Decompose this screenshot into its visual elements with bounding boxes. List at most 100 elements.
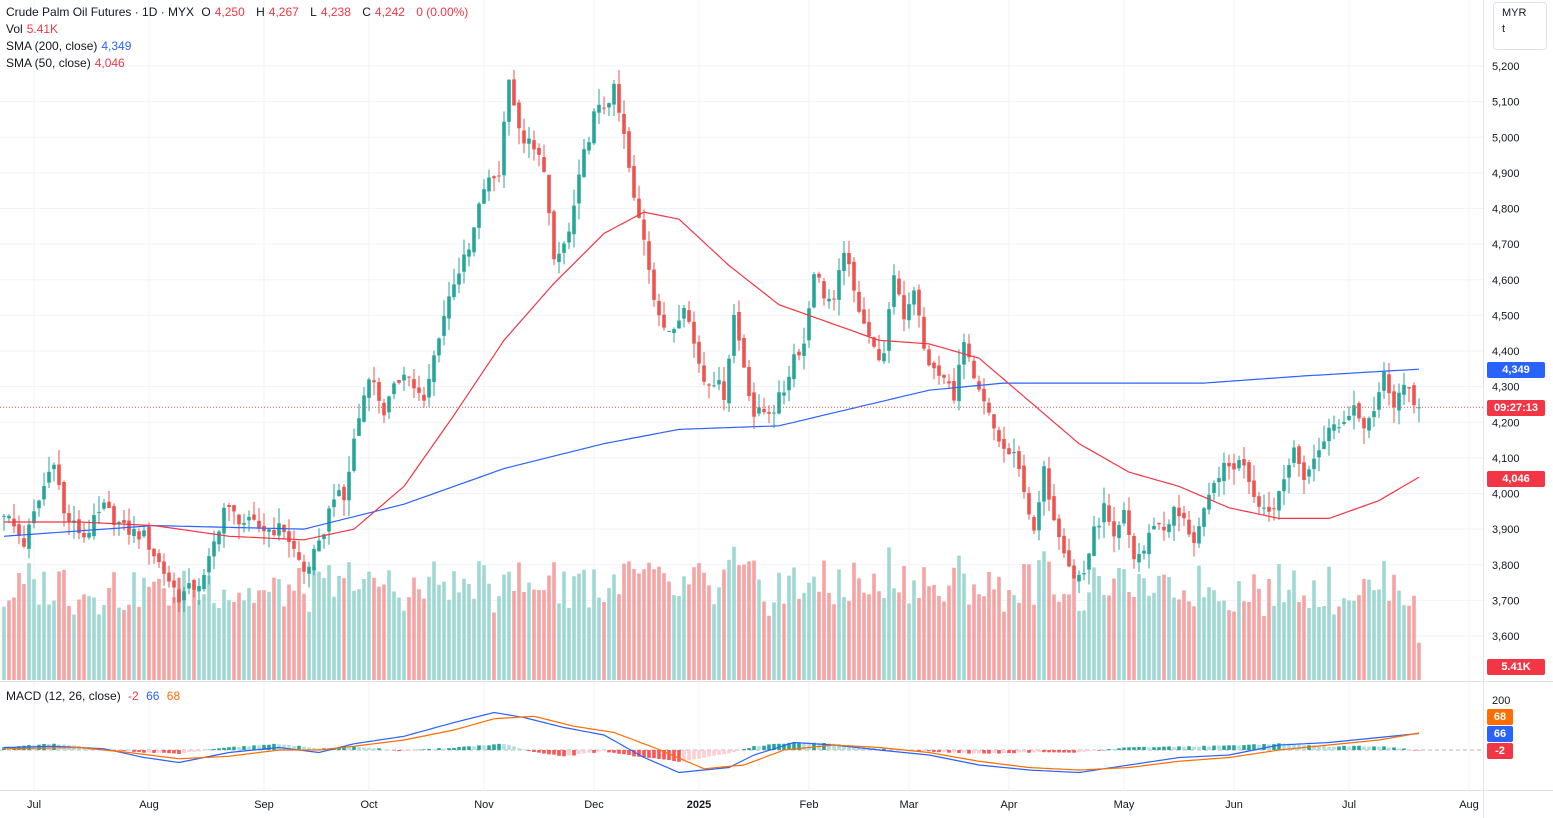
macd-signal-line[interactable] <box>3 715 1420 771</box>
volume-bar <box>1297 601 1301 680</box>
sma50-line[interactable] <box>4 211 1420 541</box>
volume-bar <box>227 600 231 680</box>
macd-histogram-bar <box>537 750 541 753</box>
volume-bar <box>282 606 286 680</box>
candle-body <box>292 540 296 549</box>
candle-body <box>752 392 756 417</box>
volume-bar <box>312 567 316 680</box>
macd-histogram-bar <box>437 748 441 750</box>
currency-unit-button[interactable]: MYR t <box>1493 2 1547 50</box>
volume-bar <box>472 598 476 680</box>
volume-bar <box>387 570 391 680</box>
legend-volume-row[interactable]: Vol 5.41K <box>6 21 62 37</box>
macd-histogram-bar <box>1047 750 1051 753</box>
macd-histogram-bar <box>1337 746 1341 750</box>
candle-body <box>917 289 921 316</box>
volume-bar <box>342 578 346 680</box>
legend-sma200-row[interactable]: SMA (200, close) 4,349 <box>6 38 135 54</box>
sma50-value: 4,046 <box>94 56 125 70</box>
macd-histogram-bar <box>1157 747 1161 750</box>
candle-body <box>1392 391 1396 408</box>
macd-histogram-bar <box>1172 747 1176 750</box>
volume-bar <box>1122 569 1126 680</box>
time-tick-label: 2025 <box>687 799 711 811</box>
candle-body <box>1317 450 1321 458</box>
macd-histogram-bar <box>1127 747 1131 750</box>
volume-bar <box>672 595 676 680</box>
macd-histogram-bar <box>1382 746 1386 750</box>
candle-body <box>257 520 261 528</box>
macd-histogram-bar <box>842 745 846 750</box>
macd-histogram-bar <box>1227 745 1231 750</box>
volume-bar <box>797 598 801 680</box>
volume-bar <box>357 589 361 680</box>
candle-body <box>972 360 976 379</box>
price-tick-label: 4,200 <box>1492 417 1520 429</box>
volume-bar <box>837 569 841 680</box>
macd-histogram-bar <box>212 748 216 750</box>
macd-histogram-bar <box>742 749 746 750</box>
volume-bar <box>457 592 461 680</box>
macd-line[interactable] <box>3 711 1420 774</box>
volume-bar <box>1142 578 1146 680</box>
macd-histogram-bar <box>177 750 181 754</box>
candle-body <box>1337 427 1341 429</box>
macd-histogram-bar <box>567 750 571 756</box>
macd-histogram-bar <box>587 750 591 753</box>
volume-bar <box>242 600 246 680</box>
macd-histogram-bar <box>1312 745 1316 750</box>
candle-body <box>1037 502 1041 531</box>
sma200-line[interactable] <box>3 368 1420 537</box>
macd-histogram-bar <box>1187 746 1191 750</box>
symbol-title[interactable]: Crude Palm Oil Futures · 1D · MYX <box>6 5 195 19</box>
volume-bar <box>272 577 276 680</box>
macd-histogram-bar <box>1367 746 1371 750</box>
macd-histogram-bar <box>482 745 486 750</box>
candle-body <box>222 507 226 534</box>
candle-body <box>1372 411 1376 418</box>
macd-histogram-bar <box>522 749 526 750</box>
candle-body <box>1397 392 1401 411</box>
volume-bar <box>637 573 641 680</box>
change-value: 0 (0.00%) <box>416 5 469 19</box>
macd-histogram-bar <box>647 750 651 758</box>
candle-body <box>877 349 881 361</box>
macd-histogram-bar <box>517 748 521 750</box>
macd-histogram-bar <box>1072 750 1076 753</box>
volume-bar <box>702 572 706 680</box>
volume-bar <box>607 588 611 680</box>
candle-body <box>1412 385 1416 406</box>
volume-bar <box>567 607 571 680</box>
volume-bar <box>977 594 981 680</box>
volume-bar <box>1317 606 1321 680</box>
time-tick-label: Jun <box>1225 799 1243 811</box>
volume-bar <box>772 602 776 680</box>
candle-body <box>1027 493 1031 515</box>
high-value: 4,267 <box>268 5 299 19</box>
volume-bar <box>1257 588 1261 680</box>
candle-body <box>1307 469 1311 477</box>
macd-line-value: 66 <box>146 689 160 703</box>
macd-histogram-bar <box>242 746 246 750</box>
macd-histogram-bar <box>397 750 401 752</box>
macd-histogram-bar <box>1122 747 1126 750</box>
macd-histogram-bar <box>167 750 171 754</box>
candle-body <box>647 241 651 270</box>
volume-bar <box>437 584 441 680</box>
macd-histogram-bar <box>367 747 371 750</box>
candle-body <box>1187 519 1191 535</box>
macd-histogram-bar <box>1182 746 1186 750</box>
volume-bar <box>302 593 306 680</box>
candle-body <box>1102 503 1106 523</box>
volume-bar <box>827 593 831 680</box>
candle-body <box>577 174 581 204</box>
volume-bar <box>982 596 986 680</box>
legend-macd-row[interactable]: MACD (12, 26, close) -2 66 68 <box>6 688 184 704</box>
legend-sma50-row[interactable]: SMA (50, close) 4,046 <box>6 55 129 71</box>
candle-body <box>702 365 706 382</box>
volume-bar <box>482 565 486 680</box>
volume-bar <box>867 594 871 680</box>
candle-body <box>312 548 316 571</box>
macd-histogram-bar <box>1107 749 1111 750</box>
